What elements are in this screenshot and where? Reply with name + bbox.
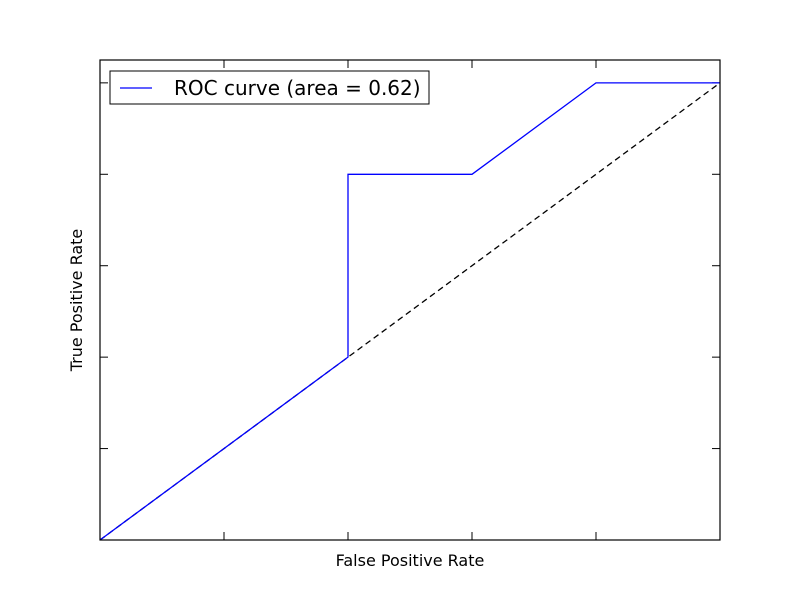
x-axis-label: False Positive Rate: [336, 551, 485, 570]
chance-diagonal-line: [99, 82, 721, 541]
plot-background: [100, 60, 720, 540]
legend-label-roc: ROC curve (area = 0.62): [174, 76, 421, 100]
roc-curve-line: [99, 82, 720, 541]
plot-area: [99, 82, 721, 541]
y-axis-label: True Positive Rate: [67, 229, 86, 373]
legend-box: [109, 70, 430, 105]
plot-frame: [99, 59, 721, 541]
legend: ROC curve (area = 0.62): [109, 70, 430, 105]
